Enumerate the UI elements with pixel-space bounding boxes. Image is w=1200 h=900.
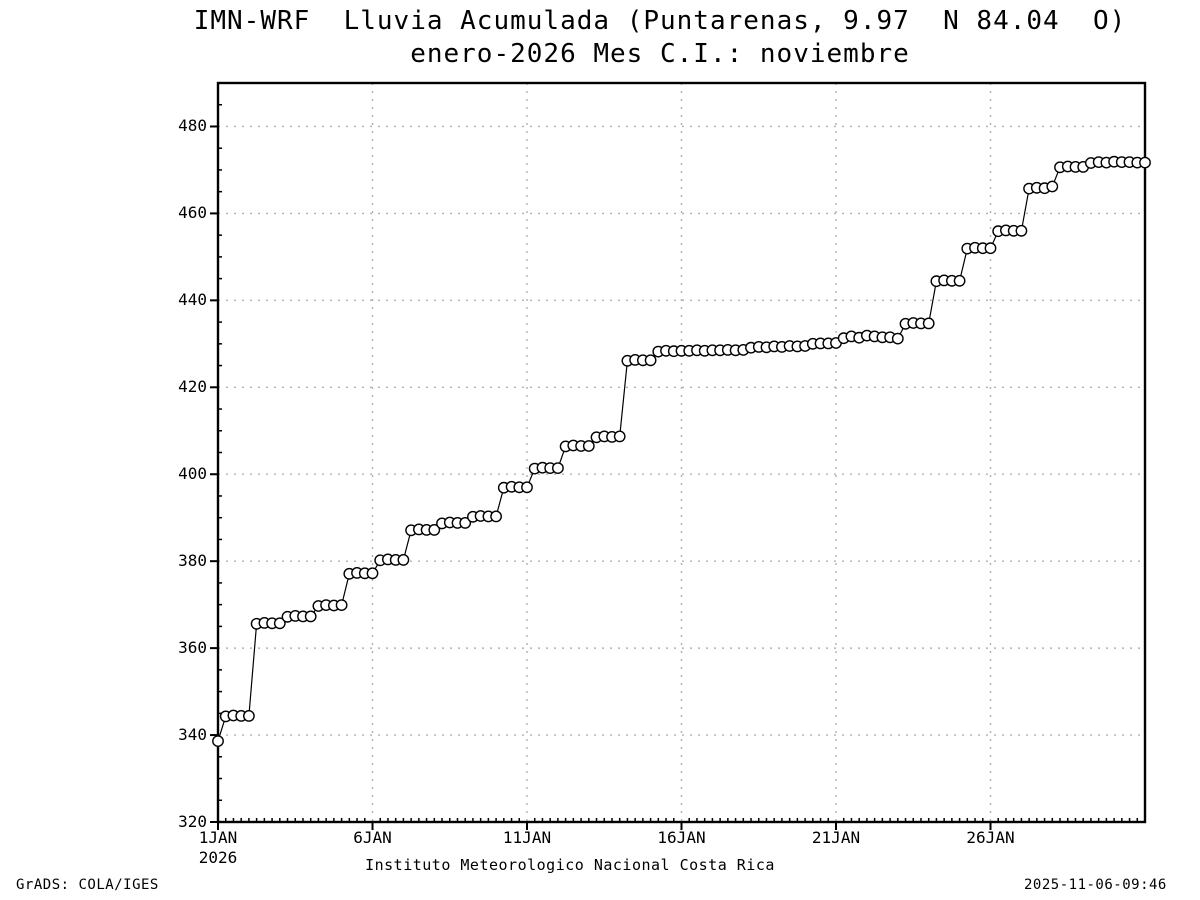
timestamp-label: 2025-11-06-09:46 xyxy=(1024,877,1167,893)
chart-title-line2: enero-2026 Mes C.I.: noviembre xyxy=(410,39,910,69)
x-tick-label: 21JAN xyxy=(811,828,861,847)
grads-credit-label: GrADS: COLA/IGES xyxy=(16,877,159,893)
data-point-marker xyxy=(1046,180,1059,193)
x-tick-label: 16JAN xyxy=(657,828,706,847)
x-tick-sublabel: 2026 xyxy=(198,848,238,867)
y-tick-label: 480 xyxy=(178,116,207,136)
x-tick-label: 1JAN 2026 xyxy=(198,828,238,867)
data-point-marker xyxy=(953,274,966,287)
data-point-marker xyxy=(212,735,224,747)
y-tick-label: 320 xyxy=(178,812,207,831)
x-tick-label: 11JAN xyxy=(502,828,552,847)
y-tick-label: 400 xyxy=(178,464,207,484)
data-point-marker xyxy=(459,517,472,529)
data-point-marker xyxy=(1015,224,1028,237)
data-point-marker xyxy=(335,599,348,611)
data-point-marker xyxy=(521,481,533,494)
y-tick-label: 440 xyxy=(178,290,207,310)
x-tick-label: 6JAN xyxy=(353,828,392,847)
data-point-marker xyxy=(428,524,441,536)
chart-caption: Instituto Meteorologico Nacional Costa R… xyxy=(0,856,1200,874)
data-point-marker xyxy=(242,710,255,722)
data-point-marker xyxy=(582,440,595,452)
chart-title: IMN-WRF Lluvia Acumulada (Puntarenas, 9.… xyxy=(140,5,1180,70)
data-point-marker xyxy=(644,354,657,367)
data-point-marker xyxy=(366,567,379,580)
data-point-marker xyxy=(922,317,935,330)
data-point-marker xyxy=(1139,156,1151,169)
data-point-marker xyxy=(552,462,564,474)
data-point-marker xyxy=(891,332,904,345)
data-point-marker xyxy=(304,610,317,623)
data-point-marker xyxy=(984,242,997,255)
y-tick-label: 340 xyxy=(178,725,207,745)
x-tick-label: 26JAN xyxy=(966,828,1015,847)
data-point-marker xyxy=(397,554,410,566)
data-point-marker xyxy=(490,510,502,523)
y-tick-label: 460 xyxy=(178,203,207,223)
y-tick-label: 380 xyxy=(178,551,207,571)
y-tick-label: 420 xyxy=(178,377,207,397)
data-point-marker xyxy=(273,617,286,630)
chart-title-line1: IMN-WRF Lluvia Acumulada (Puntarenas, 9.… xyxy=(193,6,1127,36)
chart-caption-text: Instituto Meteorologico Nacional Costa R… xyxy=(365,856,775,874)
data-point-marker xyxy=(613,430,626,443)
y-tick-label: 360 xyxy=(178,638,207,658)
